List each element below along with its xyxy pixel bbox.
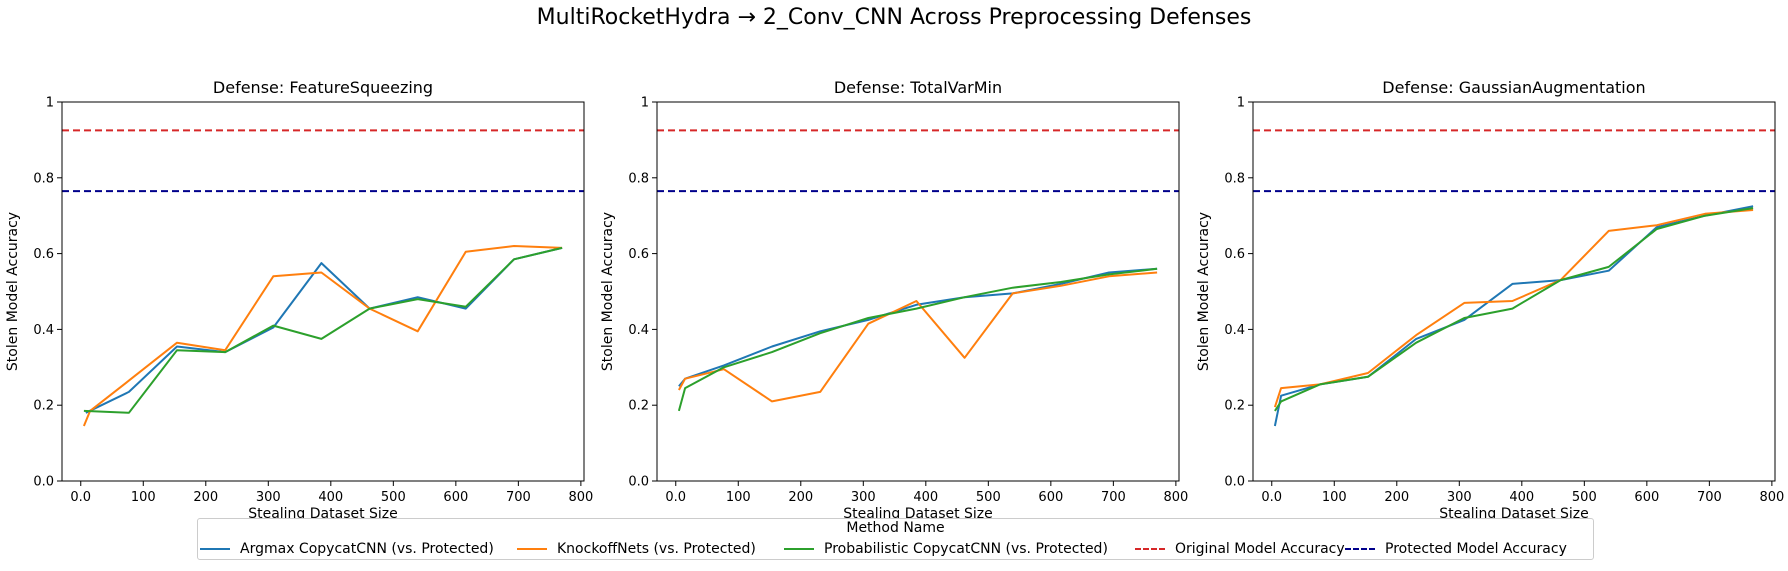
legend-label: Probabilistic CopycatCNN (vs. Protected) [824,541,1108,557]
x-tick-label: 200 [1384,490,1409,505]
x-tick-label: 100 [131,490,156,505]
x-tick-label: 0.0 [70,490,91,505]
axes-frame [656,101,1180,482]
x-tick-label: 600 [1038,490,1063,505]
y-axis-label: Stolen Model Accuracy [1196,212,1212,371]
y-tick-label: 0.8 [1224,171,1245,186]
y-tick-label: 0.6 [628,247,649,262]
x-tick-label: 200 [193,490,218,505]
x-tick-label: 300 [1447,490,1472,505]
x-tick-label: 300 [851,490,876,505]
x-tick-label: 500 [381,490,406,505]
x-tick-label: 700 [1697,490,1722,505]
plot-area [1253,129,1775,427]
series-line-knockoffnets-vs-protected [82,245,563,427]
y-tick-label: 0.2 [33,399,54,414]
series-line-argmax-copycatcnn-vs-protected [85,246,563,414]
y-tick-label: 0.4 [1224,323,1245,338]
legend-item-knockoffnets: KnockoffNets (vs. Protected) [517,539,756,559]
legend-swatch [1135,548,1165,550]
series-line-probabilistic-copycatcnn-vs-protected [83,246,563,414]
legend-label: Protected Model Accuracy [1385,541,1567,557]
x-tick-label: 700 [506,490,531,505]
y-tick-label: 0.6 [1224,247,1245,262]
subplot-title: Defense: TotalVarMin [834,78,1002,97]
series-line-probabilistic-copycatcnn-vs-protected [677,267,1158,412]
x-tick-label: 400 [913,490,938,505]
x-tick-label: 200 [788,490,813,505]
legend-swatch [200,548,230,550]
x-tick-label: 700 [1101,490,1126,505]
series-line-argmax-copycatcnn-vs-protected [1273,205,1754,427]
legend-label: KnockoffNets (vs. Protected) [557,541,756,557]
y-tick-label: 0.8 [628,171,649,186]
x-tick-label: 600 [1634,490,1659,505]
series-line-knockoffnets-vs-protected [1273,209,1754,408]
legend-swatch [517,548,547,550]
x-tick-label: 100 [726,490,751,505]
legend-item-original-accuracy: Original Model Accuracy [1135,539,1345,559]
subplot-title: Defense: FeatureSqueezing [213,78,433,97]
legend-title: Method Name [846,520,945,536]
plot-area [62,129,584,427]
x-tick-label: 500 [1572,490,1597,505]
series-line-argmax-copycatcnn-vs-protected [678,267,1158,387]
y-tick-label: 0.4 [628,323,649,338]
plot-area [657,129,1179,412]
y-axis-label: Stolen Model Accuracy [5,212,21,371]
subplot-3: Defense: GaussianAugmentation 0.0 100 200 30… [1196,78,1784,522]
y-tick-label: 0.0 [33,475,54,490]
y-tick-label: 0.6 [33,247,54,262]
y-tick-label: 1 [641,96,649,111]
series-line-probabilistic-copycatcnn-vs-protected [1274,207,1754,412]
x-tick-label: 800 [568,490,593,505]
legend-swatch [784,548,814,550]
subplot-title: Defense: GaussianAugmentation [1382,78,1645,97]
x-tick-label: 500 [976,490,1001,505]
x-tick-label: 800 [1163,490,1188,505]
legend-item-argmax-copycatcnn: Argmax CopycatCNN (vs. Protected) [200,539,494,559]
legend: Method Name Argmax CopycatCNN (vs. Prote… [197,518,1594,560]
x-tick-label: 400 [318,490,343,505]
y-tick-label: 1 [46,96,54,111]
y-tick-label: 0.0 [628,475,649,490]
x-tick-label: 800 [1759,490,1784,505]
y-tick-label: 0.2 [628,399,649,414]
subplot-2: Defense: TotalVarMin 0.0 100 200 300 400 500 60… [600,78,1188,522]
x-tick-label: 300 [256,490,281,505]
x-tick-label: 0.0 [1261,490,1282,505]
axes-frame [61,101,585,482]
y-tick-label: 1 [1237,96,1245,111]
x-tick-label: 0.0 [665,490,686,505]
figure-title: MultiRocketHydra → 2_Conv_CNN Across Pre… [536,5,1252,30]
x-tick-label: 600 [443,490,468,505]
axes-frame [1252,101,1776,482]
x-tick-label: 400 [1509,490,1534,505]
y-tick-label: 0.2 [1224,399,1245,414]
y-tick-label: 0.4 [33,323,54,338]
legend-item-protected-accuracy: Protected Model Accuracy [1345,539,1567,559]
y-axis-label: Stolen Model Accuracy [600,212,616,371]
y-tick-label: 0.0 [1224,475,1245,490]
x-tick-label: 100 [1322,490,1347,505]
legend-swatch [1345,548,1375,550]
legend-item-probabilistic-copycatcnn: Probabilistic CopycatCNN (vs. Protected) [784,539,1108,559]
legend-label: Original Model Accuracy [1175,541,1345,557]
series-line-knockoffnets-vs-protected [678,271,1158,403]
y-tick-label: 0.8 [33,171,54,186]
legend-label: Argmax CopycatCNN (vs. Protected) [240,541,494,557]
subplot-1: Defense: FeatureSqueezing 0.0 100 200 300 400… [5,78,593,522]
